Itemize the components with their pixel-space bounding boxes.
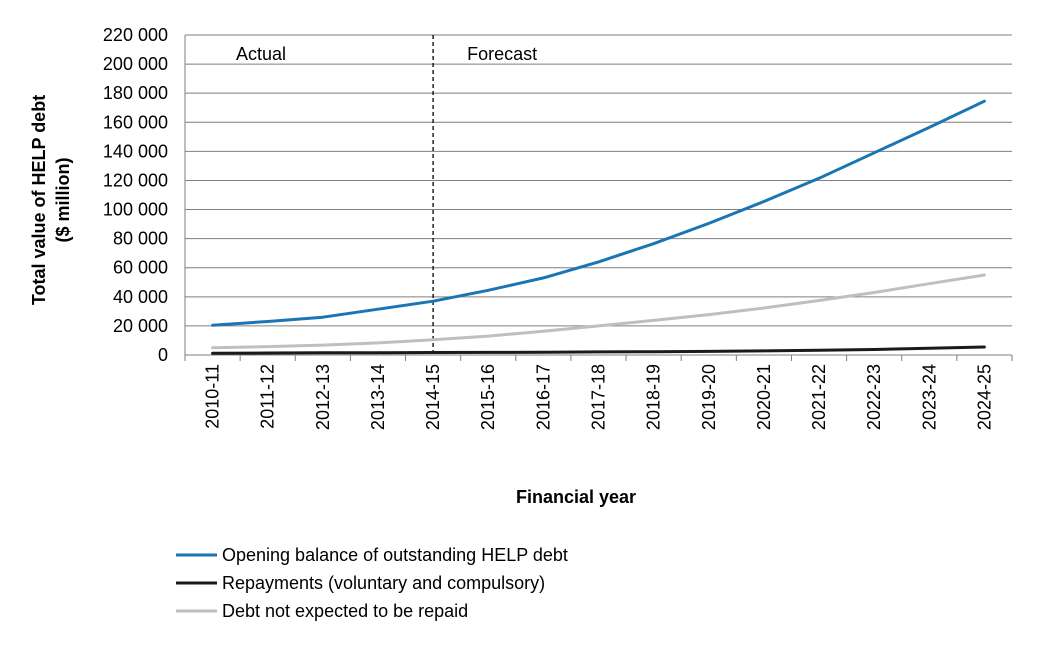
y-tick-label: 120 000 [103, 170, 168, 190]
x-tick-label: 2017-18 [589, 364, 609, 430]
y-tick-label: 0 [158, 345, 168, 365]
x-tick-label: 2022-23 [864, 364, 884, 430]
x-tick-labels: 2010-11 2011-12 2012-13 2013-14 2014-15 2015-… [184, 355, 1013, 430]
series-line-1 [211, 99, 986, 327]
x-tick-label: 2012-13 [313, 364, 333, 430]
x-tick-label: 2018-19 [644, 364, 664, 430]
y-axis-title: Total value of HELP debt ($ million) [29, 95, 73, 305]
y-tick-label: 180 000 [103, 83, 168, 103]
x-axis-title: Financial year [516, 487, 636, 507]
y-axis-title-line-2: ($ million) [53, 157, 73, 242]
y-tick-label: 100 000 [103, 200, 168, 220]
legend-label: Opening balance of outstanding HELP debt [222, 545, 568, 565]
series-line-3 [211, 273, 986, 350]
x-tick-label: 2015-16 [478, 364, 498, 430]
x-tick-label: 2014-15 [423, 364, 443, 430]
y-tick-label: 220 000 [103, 25, 168, 45]
x-tick-label: 2020-21 [754, 364, 774, 430]
legend: Opening balance of outstanding HELP debt… [176, 545, 568, 621]
series-lines [211, 99, 986, 355]
y-tick-label: 60 000 [113, 258, 168, 278]
x-tick-label: 2024-25 [974, 364, 994, 430]
gridlines [184, 34, 1012, 356]
actual-region-label: Actual [236, 44, 286, 64]
x-tick-label: 2019-20 [699, 364, 719, 430]
y-tick-label: 200 000 [103, 54, 168, 74]
y-axis-title-line-1: Total value of HELP debt [29, 95, 49, 305]
legend-label: Repayments (voluntary and compulsory) [222, 573, 545, 593]
y-tick-label: 40 000 [113, 287, 168, 307]
forecast-region-label: Forecast [467, 44, 537, 64]
x-tick-label: 2013-14 [368, 364, 388, 430]
x-tick-label: 2011-12 [258, 364, 278, 429]
y-tick-label: 20 000 [113, 316, 168, 336]
y-tick-label: 140 000 [103, 141, 168, 161]
x-tick-label: 2021-22 [809, 364, 829, 430]
y-tick-label: 80 000 [113, 229, 168, 249]
legend-label: Debt not expected to be repaid [222, 601, 468, 621]
y-tick-labels: 0 20 000 40 000 60 000 80 000 100 000 120 000 1… [103, 25, 168, 365]
x-tick-label: 2010-11 [203, 364, 223, 429]
x-tick-label: 2023-24 [919, 364, 939, 430]
y-tick-label: 160 000 [103, 112, 168, 132]
series-line-2 [211, 345, 986, 355]
x-tick-label: 2016-17 [533, 364, 553, 430]
